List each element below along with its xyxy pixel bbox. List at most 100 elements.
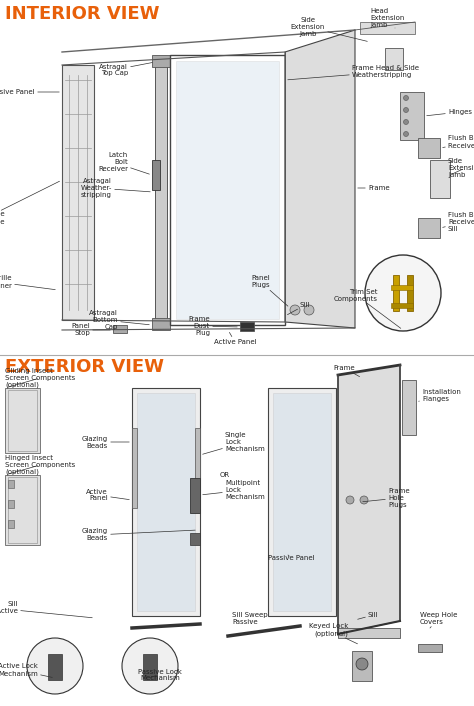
Text: Weep Hole
Covers: Weep Hole Covers <box>420 611 457 628</box>
Bar <box>418 218 440 238</box>
Bar <box>422 265 429 310</box>
Bar <box>268 388 336 616</box>
Bar <box>400 293 417 300</box>
Bar <box>152 55 170 67</box>
Bar <box>8 480 14 488</box>
Bar <box>113 325 127 333</box>
Circle shape <box>360 496 368 504</box>
Text: Installation
Flanges: Installation Flanges <box>419 388 461 402</box>
Bar <box>5 388 40 453</box>
Circle shape <box>304 305 314 315</box>
Bar <box>391 303 413 308</box>
Bar <box>418 138 440 158</box>
Bar <box>176 61 279 319</box>
Text: Keyed Lock
(optional): Keyed Lock (optional) <box>309 623 357 644</box>
Text: Astragal
Top Cap: Astragal Top Cap <box>99 63 152 76</box>
Text: Hinges: Hinges <box>427 109 472 116</box>
Text: Flush Bolt
Receiver
Sill: Flush Bolt Receiver Sill <box>443 212 474 232</box>
Text: Grille
Fastener: Grille Fastener <box>0 275 55 289</box>
Text: Active Panel: Active Panel <box>214 333 256 345</box>
Bar <box>8 390 37 451</box>
Text: Sill: Sill <box>358 612 378 619</box>
Text: Frame: Frame <box>358 185 390 191</box>
Text: Passive Panel: Passive Panel <box>268 555 315 561</box>
Text: Frame
Dust
Plug: Frame Dust Plug <box>188 316 237 336</box>
Text: Passive Lock
Mechanism: Passive Lock Mechanism <box>138 669 182 681</box>
Text: Side
Extension
Jamb: Side Extension Jamb <box>291 17 367 42</box>
Bar <box>48 654 62 680</box>
Circle shape <box>403 107 409 112</box>
Bar <box>412 270 429 277</box>
Text: Passive Panel: Passive Panel <box>0 89 59 95</box>
Text: Astragal
Bottom
Cap: Astragal Bottom Cap <box>89 310 149 330</box>
Bar <box>152 318 170 330</box>
Text: INTERIOR VIEW: INTERIOR VIEW <box>5 5 159 23</box>
Text: Astragal
Weather-
stripping: Astragal Weather- stripping <box>81 178 150 198</box>
Bar <box>132 428 137 508</box>
Text: Active Lock
Mechanism: Active Lock Mechanism <box>0 664 52 678</box>
Bar <box>240 322 254 331</box>
Bar <box>155 62 167 322</box>
Bar <box>8 500 14 508</box>
Text: Trim Set
Components: Trim Set Components <box>334 289 401 328</box>
Text: Latch
Bolt
Receiver: Latch Bolt Receiver <box>98 152 149 174</box>
Bar <box>62 65 94 320</box>
Text: Glazing
Beads: Glazing Beads <box>82 529 195 542</box>
Bar <box>402 380 416 435</box>
Text: Removable
Grille: Removable Grille <box>0 181 60 225</box>
Circle shape <box>122 638 178 694</box>
Bar <box>195 428 200 508</box>
Circle shape <box>403 95 409 100</box>
Bar <box>8 520 14 528</box>
Text: Glazing
Beads: Glazing Beads <box>82 436 129 448</box>
Text: OR: OR <box>220 472 230 478</box>
Circle shape <box>403 131 409 136</box>
Bar <box>385 48 403 70</box>
Bar <box>273 393 331 611</box>
Bar <box>400 92 424 140</box>
Bar <box>352 651 372 681</box>
Bar <box>137 393 195 611</box>
Circle shape <box>290 305 300 315</box>
Text: Sill
Sweep Active: Sill Sweep Active <box>0 602 92 618</box>
Bar <box>5 475 40 545</box>
Bar <box>152 160 160 190</box>
Bar <box>393 275 399 311</box>
Text: Gliding Insect
Screen Components
(optional): Gliding Insect Screen Components (option… <box>5 368 75 388</box>
Bar <box>190 533 200 545</box>
Polygon shape <box>285 30 355 328</box>
Bar <box>418 644 442 652</box>
Text: Multipoint
Lock
Mechanism: Multipoint Lock Mechanism <box>203 480 265 500</box>
Text: Active
Panel: Active Panel <box>86 489 129 501</box>
Text: Sill: Sill <box>287 302 310 315</box>
Text: EXTERIOR VIEW: EXTERIOR VIEW <box>5 358 164 376</box>
Bar <box>360 22 415 34</box>
Text: Frame: Frame <box>333 365 360 376</box>
Bar <box>8 477 37 543</box>
Circle shape <box>356 658 368 670</box>
Polygon shape <box>338 365 400 634</box>
Text: Hinged Insect
Screen Components
(optional): Hinged Insect Screen Components (optiona… <box>5 455 75 475</box>
Bar <box>407 275 413 311</box>
Text: Frame
Hole
Plugs: Frame Hole Plugs <box>363 488 410 508</box>
Bar <box>170 55 285 325</box>
Bar <box>430 160 450 198</box>
Text: Sill Sweep
Passive: Sill Sweep Passive <box>232 611 268 625</box>
Text: Flush Bolt
Receiver Head: Flush Bolt Receiver Head <box>443 136 474 148</box>
Bar <box>143 654 157 680</box>
Bar <box>391 285 413 290</box>
Bar <box>400 265 417 272</box>
Text: Frame Head & Side
Weatherstripping: Frame Head & Side Weatherstripping <box>288 66 419 80</box>
Text: Single
Lock
Mechanism: Single Lock Mechanism <box>203 432 265 454</box>
Text: Side
Extension
Jamb: Side Extension Jamb <box>448 158 474 178</box>
Bar <box>190 478 200 513</box>
Circle shape <box>403 119 409 124</box>
Text: Head
Extension
Jamb: Head Extension Jamb <box>370 8 404 28</box>
Bar <box>338 628 400 638</box>
Circle shape <box>365 255 441 331</box>
Text: Panel
Stop: Panel Stop <box>71 323 110 337</box>
Text: Panel
Plugs: Panel Plugs <box>251 275 288 306</box>
Circle shape <box>346 496 354 504</box>
Bar <box>132 388 200 616</box>
Circle shape <box>27 638 83 694</box>
